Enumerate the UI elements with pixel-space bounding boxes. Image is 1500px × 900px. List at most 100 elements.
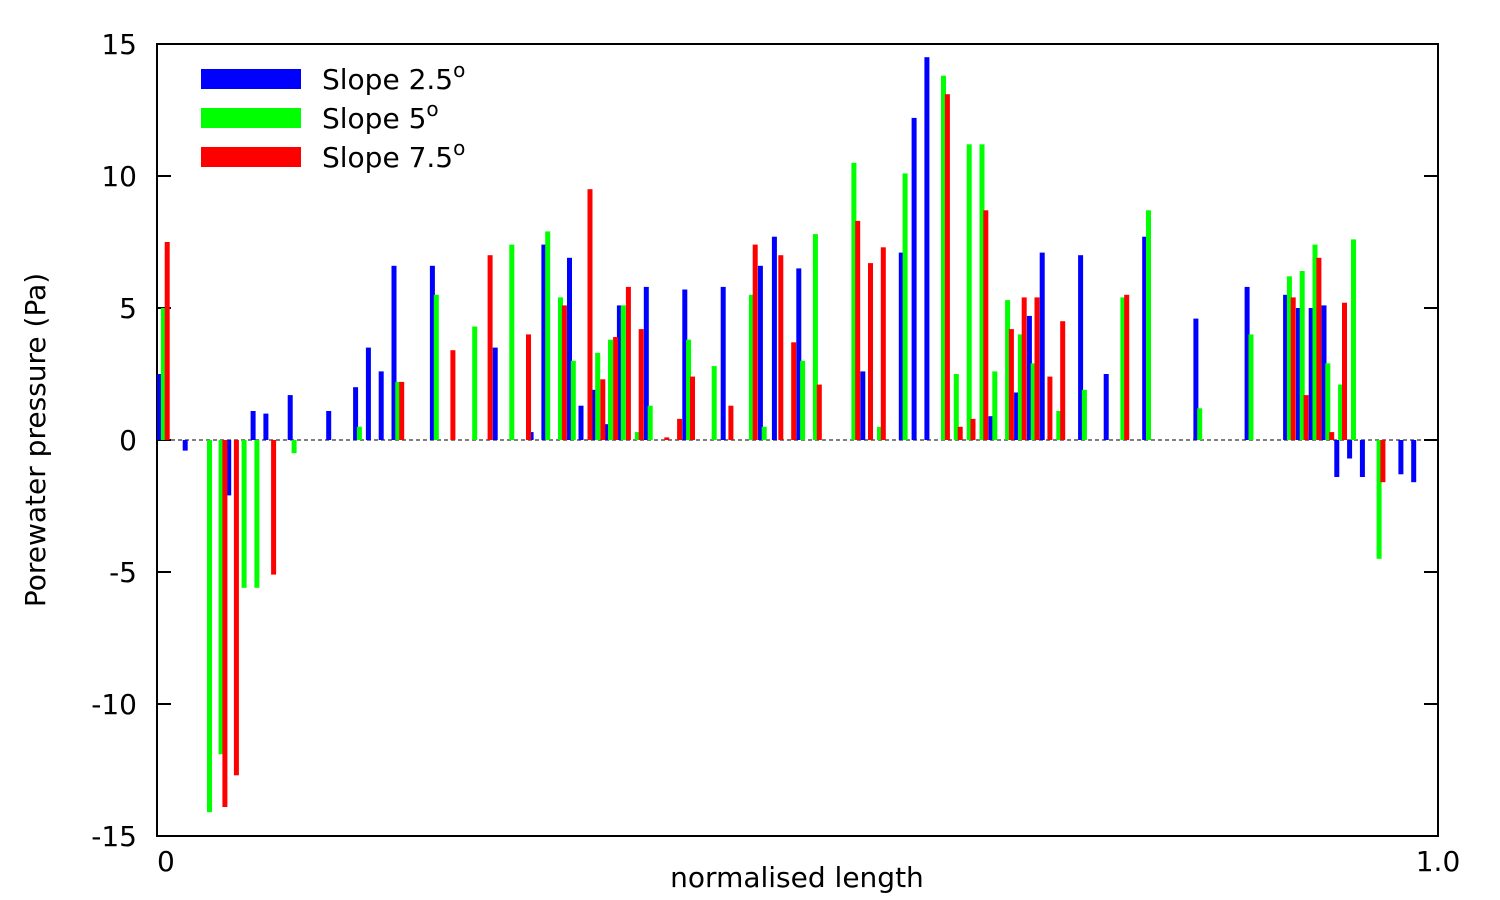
bar [541,244,547,440]
bar [771,236,777,440]
bar [1021,297,1027,440]
bar [1334,440,1340,477]
bar [979,144,985,441]
bar [1056,411,1062,440]
bar [1248,334,1254,440]
legend-label: Slope 7.5o [322,136,465,174]
bar [450,350,456,440]
bar [395,381,401,440]
bar [625,286,631,440]
bar [526,334,531,440]
bar [1244,286,1250,440]
bar [1321,305,1327,440]
x-tick-label: 0 [157,845,175,878]
bar [399,381,405,440]
bar [1039,252,1045,440]
bar [690,376,695,440]
bar [1312,244,1318,440]
bar [1359,440,1365,477]
bar [1030,363,1036,440]
bar [796,268,802,440]
bar [1303,395,1309,440]
bar [816,384,822,440]
bar [664,437,670,440]
bar [1081,389,1087,440]
bar [748,294,754,440]
bar [1338,384,1344,440]
x-tick-label: 1.0 [1416,845,1461,878]
bar [429,265,435,440]
bar [1380,440,1386,483]
bar [160,308,166,440]
bar [558,297,563,440]
bar [860,371,866,440]
bar [1329,432,1335,440]
bar [567,257,572,440]
bar [970,418,976,440]
bar [1295,308,1301,440]
y-axis-label: Porewater pressure (Pa) [19,273,52,607]
bar [1308,308,1314,440]
bar [757,265,763,440]
bar [1014,392,1020,440]
bar [1142,236,1148,440]
bar [720,286,726,440]
y-tick-label: 0 [119,424,137,457]
bar [1342,302,1347,440]
bar [207,440,212,813]
bar [291,440,297,454]
bar [983,210,989,440]
x-axis-label: normalised length [670,861,924,894]
bar [326,411,332,440]
bar [898,252,904,440]
bar [911,117,917,441]
bar [1197,408,1203,440]
legend-swatch [201,147,301,167]
bar [1120,297,1126,440]
bar [1283,294,1289,440]
bar [851,162,857,441]
bar [1047,376,1053,440]
bar [880,247,886,440]
legend-label: Slope 2.5o [322,58,465,96]
bar [1411,440,1417,483]
bar [157,374,163,440]
bar [682,289,688,440]
bar [528,432,534,440]
bar [941,75,946,440]
bar [1376,440,1382,559]
bar [966,144,972,441]
legend-superscript: o [453,58,465,82]
bar [800,360,806,440]
bar [182,440,188,451]
bar [472,326,478,440]
bar [250,411,256,440]
bar [1008,329,1014,440]
legend-swatch [201,69,301,89]
y-tick-label: 5 [119,292,137,325]
bar [570,360,576,440]
y-tick-label: -15 [91,820,137,853]
bar [1124,294,1130,440]
bar [992,371,998,440]
bar [353,387,359,440]
y-tick-label: 10 [101,160,137,193]
bar [868,263,873,440]
bar [604,424,610,440]
bar [638,329,644,440]
bar [752,244,758,440]
legend-label: Slope 5o [322,97,439,135]
bar [677,418,683,440]
bar [492,347,498,440]
bar [287,395,293,440]
bar [778,255,784,440]
y-tick-label: 15 [101,28,137,61]
legend-superscript: o [426,97,438,121]
bar [1146,210,1151,440]
bar [902,173,908,440]
bar [711,366,717,440]
bar [855,220,861,440]
